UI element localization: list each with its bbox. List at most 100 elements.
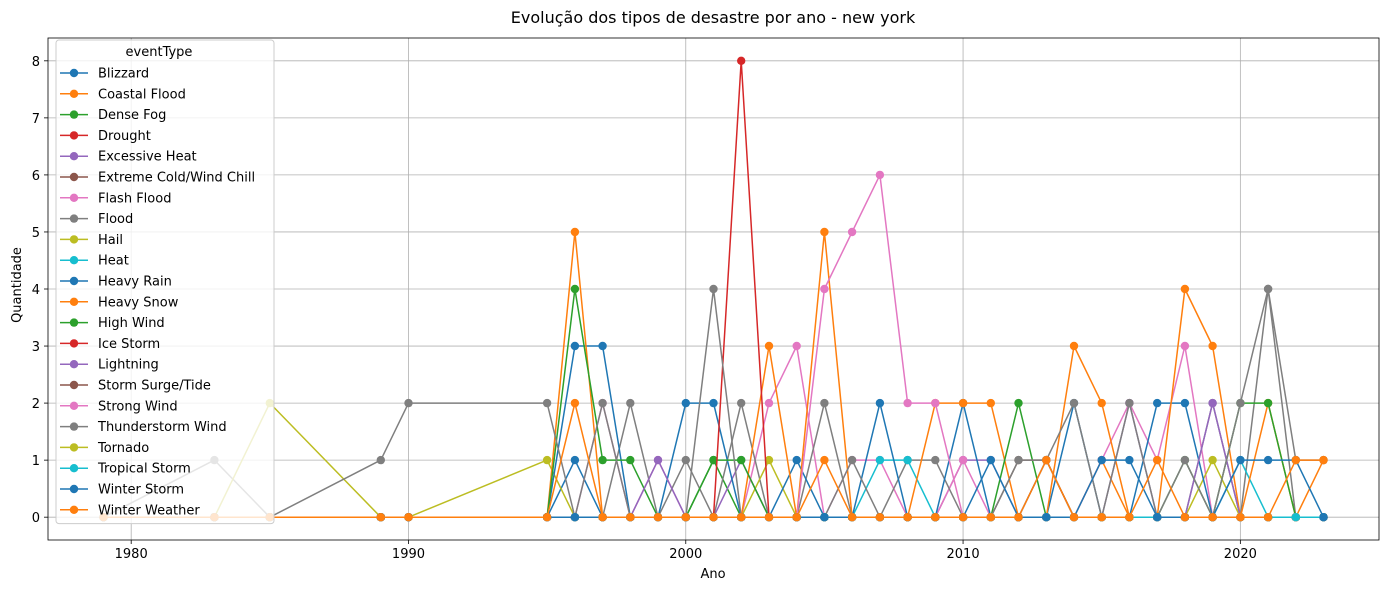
y-tick-label: 4: [32, 283, 40, 298]
legend-label: Flash Flood: [98, 191, 171, 206]
data-point: [737, 513, 746, 522]
legend-item: Excessive Heat: [60, 150, 197, 165]
legend-label: Heavy Snow: [98, 295, 179, 310]
series-line: [103, 402, 1324, 518]
data-point: [986, 513, 995, 522]
legend-marker: [69, 68, 79, 78]
data-point: [1180, 513, 1190, 522]
data-point: [570, 284, 580, 294]
legend-item: Tornado: [60, 441, 149, 456]
data-point: [1291, 513, 1301, 522]
legend-item: Thunderstorm Wind: [60, 420, 227, 435]
y-axis-label: Quantidade: [10, 247, 25, 323]
data-point: [1263, 513, 1273, 522]
legend-item: Flood: [60, 212, 133, 227]
data-point: [931, 513, 940, 522]
plot-frame: [47, 37, 1380, 541]
data-point: [709, 398, 718, 408]
data-point: [986, 455, 995, 465]
data-point: [542, 455, 552, 465]
data-point: [820, 513, 829, 522]
legend-marker: [69, 339, 79, 348]
data-point: [875, 398, 885, 408]
data-point: [737, 56, 746, 65]
data-point: [1319, 455, 1328, 465]
legend-label: Thunderstorm Wind: [97, 420, 227, 435]
data-point: [1042, 455, 1051, 465]
legend-marker: [69, 235, 79, 244]
legend-item: Winter Storm: [60, 483, 184, 498]
legend-item: Strong Wind: [60, 399, 178, 414]
data-point: [903, 513, 912, 522]
data-point: [542, 398, 552, 408]
data-point: [1069, 341, 1079, 351]
legend-label: Hail: [98, 233, 123, 248]
data-point: [1208, 455, 1217, 465]
legend-item: Drought: [60, 129, 151, 144]
legend-label: Ice Storm: [98, 337, 160, 352]
legend-marker: [69, 256, 79, 265]
data-point: [1042, 513, 1051, 522]
data-point: [598, 455, 607, 465]
data-point: [1208, 341, 1217, 351]
legend-label: Tornado: [97, 441, 149, 456]
legend-label: Heavy Rain: [98, 275, 172, 290]
legend-title: eventType: [126, 45, 193, 60]
data-point: [931, 455, 940, 465]
legend-label: Flood: [98, 212, 133, 227]
data-point: [931, 398, 940, 408]
data-point: [681, 398, 690, 408]
legend-label: Heat: [98, 254, 129, 269]
legend-marker: [69, 131, 79, 140]
legend-marker: [69, 89, 79, 99]
data-point: [1180, 341, 1190, 351]
data-point: [1014, 513, 1023, 522]
y-tick-label: 6: [32, 169, 40, 184]
legend-item: Heat: [60, 254, 129, 269]
data-point: [847, 227, 857, 237]
data-point: [875, 513, 885, 522]
legend-label: Extreme Cold/Wind Chill: [98, 171, 255, 186]
x-tick-label: 2000: [669, 547, 702, 562]
legend-marker: [69, 484, 79, 494]
data-point: [570, 455, 580, 465]
data-point: [1069, 513, 1079, 522]
legend-marker: [69, 360, 79, 369]
data-point: [626, 398, 635, 408]
data-point: [1014, 398, 1023, 408]
data-point: [1180, 455, 1190, 465]
data-point: [1236, 398, 1245, 408]
data-point: [1236, 455, 1245, 465]
legend: eventType Blizzard Coastal Flood Dense Fog D…: [55, 39, 275, 525]
legend-item: Hail: [60, 233, 123, 248]
legend-marker: [69, 443, 79, 452]
data-point: [1125, 513, 1134, 522]
data-point: [958, 398, 968, 408]
legend-marker: [69, 152, 79, 161]
data-point: [1153, 398, 1162, 408]
legend-item: Lightning: [60, 358, 159, 373]
data-point: [737, 398, 746, 408]
data-point: [626, 513, 635, 522]
chart-title: Evolução dos tipos de desastre por ano -…: [511, 8, 916, 27]
y-tick-label: 8: [32, 55, 40, 70]
data-point: [653, 513, 663, 522]
legend-item: Blizzard: [60, 67, 149, 82]
legend-item: Heavy Rain: [60, 275, 172, 290]
data-point: [1208, 398, 1217, 408]
legend-marker: [69, 214, 79, 223]
legend-item: Dense Fog: [60, 108, 166, 123]
legend-label: Storm Surge/Tide: [98, 379, 211, 394]
legend-item: Storm Surge/Tide: [60, 379, 211, 394]
legend-item: Ice Storm: [60, 337, 160, 352]
data-point: [376, 455, 385, 465]
legend-marker: [69, 110, 79, 119]
y-tick-label: 0: [32, 511, 40, 526]
legend-marker: [69, 422, 79, 431]
data-point: [709, 513, 718, 522]
data-point: [1180, 284, 1190, 294]
data-point: [792, 455, 801, 465]
y-tick-label: 1: [32, 454, 40, 469]
legend-label: Strong Wind: [98, 399, 178, 414]
data-point: [875, 170, 885, 180]
